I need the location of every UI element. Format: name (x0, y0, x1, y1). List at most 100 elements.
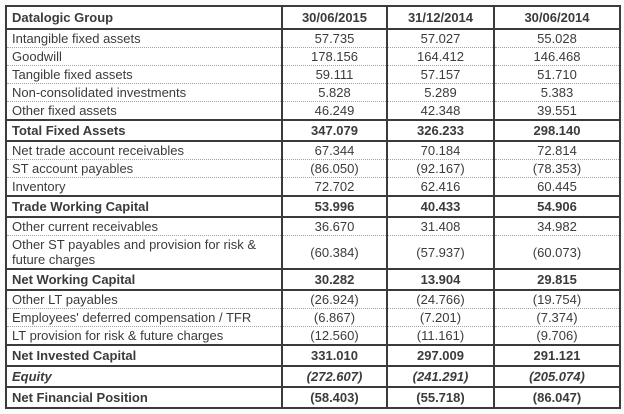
row-value: 291.121 (493, 345, 620, 366)
row-value: 62.416 (386, 177, 494, 196)
row-value: 72.702 (281, 177, 387, 196)
table-row: LT provision for risk & future charges (… (6, 326, 620, 345)
table-row: Other fixed assets 46.249 42.348 39.551 (6, 101, 620, 120)
row-value: 53.996 (281, 196, 387, 217)
row-label: Tangible fixed assets (12, 67, 133, 82)
table-row: Employees' deferred compensation / TFR (… (6, 308, 620, 327)
row-value: (55.718) (386, 387, 494, 408)
row-value: (19.754) (493, 290, 620, 309)
table-row: ST account payables (86.050) (92.167) (7… (6, 159, 620, 178)
row-value: 164.412 (386, 47, 494, 66)
row-value: (11.161) (386, 326, 494, 345)
row-label: ST account payables (12, 161, 134, 176)
header-row: Datalogic Group 30/06/2015 31/12/2014 30… (6, 6, 620, 29)
table-row: Other current receivables 36.670 31.408 … (6, 217, 620, 236)
row-value: (7.201) (386, 308, 494, 327)
row-value: 57.157 (386, 65, 494, 84)
table-row: Net trade account receivables 67.344 70.… (6, 141, 620, 160)
row-label: Total Fixed Assets (12, 123, 126, 138)
row-value: 46.249 (281, 101, 387, 120)
row-label: Intangible fixed assets (12, 31, 141, 46)
row-value: (92.167) (386, 159, 494, 178)
row-label: LT provision for risk & future charges (12, 328, 224, 343)
row-value: 34.982 (493, 217, 620, 236)
row-value: 39.551 (493, 101, 620, 120)
row-label: Other LT payables (12, 292, 118, 307)
table-row: Tangible fixed assets 59.111 57.157 51.7… (6, 65, 620, 84)
row-value: 13.904 (386, 269, 494, 290)
row-value: 5.289 (386, 83, 494, 102)
row-label: Other ST payables and provision for risk… (12, 237, 256, 267)
row-value: 297.009 (386, 345, 494, 366)
row-label: Net Invested Capital (12, 348, 137, 363)
row-value: (272.607) (281, 366, 387, 387)
row-value: (24.766) (386, 290, 494, 309)
row-value: (58.403) (281, 387, 387, 408)
table-title: Datalogic Group (12, 10, 114, 25)
row-value: 5.828 (281, 83, 387, 102)
row-value: (57.937) (386, 235, 494, 269)
row-label: Equity (12, 369, 52, 384)
row-value: 72.814 (493, 141, 620, 160)
row-label: Goodwill (12, 49, 62, 64)
row-value: 36.670 (281, 217, 387, 236)
row-value: 42.348 (386, 101, 494, 120)
row-value: 70.184 (386, 141, 494, 160)
row-value: (9.706) (493, 326, 620, 345)
row-value: 60.445 (493, 177, 620, 196)
row-value: 298.140 (493, 120, 620, 141)
table-row: Goodwill 178.156 164.412 146.468 (6, 47, 620, 66)
row-label: Trade Working Capital (12, 199, 150, 214)
row-value: 55.028 (493, 29, 620, 48)
table-row: Intangible fixed assets 57.735 57.027 55… (6, 29, 620, 48)
row-value: 5.383 (493, 83, 620, 102)
row-value: 59.111 (281, 65, 387, 84)
row-label: Net Financial Position (12, 390, 148, 405)
row-value: (60.073) (493, 235, 620, 269)
row-value: (60.384) (281, 235, 387, 269)
table-row: Equity (272.607) (241.291) (205.074) (6, 366, 620, 387)
row-label: Non-consolidated investments (12, 85, 187, 100)
row-value: 31.408 (386, 217, 494, 236)
row-value: (26.924) (281, 290, 387, 309)
row-label: Inventory (12, 179, 66, 194)
row-value: 326.233 (386, 120, 494, 141)
row-value: 146.468 (493, 47, 620, 66)
table-row: Inventory 72.702 62.416 60.445 (6, 177, 620, 196)
row-value: 54.906 (493, 196, 620, 217)
table-row: Non-consolidated investments 5.828 5.289… (6, 83, 620, 102)
row-label: Other fixed assets (12, 103, 117, 118)
row-label: Net Working Capital (12, 272, 136, 287)
column-header-31-12-2014: 31/12/2014 (386, 6, 494, 29)
column-header-30-06-2014: 30/06/2014 (493, 6, 620, 29)
table-row: Trade Working Capital 53.996 40.433 54.9… (6, 196, 620, 217)
row-value: (78.353) (493, 159, 620, 178)
table-row: Other ST payables and provision for risk… (6, 235, 620, 269)
table-body: Intangible fixed assets 57.735 57.027 55… (6, 29, 620, 408)
table-row: Total Fixed Assets 347.079 326.233 298.1… (6, 120, 620, 141)
row-value: 40.433 (386, 196, 494, 217)
row-value: (241.291) (386, 366, 494, 387)
row-value: 29.815 (493, 269, 620, 290)
row-value: 30.282 (281, 269, 387, 290)
row-value: 331.010 (281, 345, 387, 366)
row-label: Employees' deferred compensation / TFR (12, 310, 252, 325)
table-row: Net Working Capital 30.282 13.904 29.815 (6, 269, 620, 290)
table-row: Net Financial Position (58.403) (55.718)… (6, 387, 620, 408)
table-row: Other LT payables (26.924) (24.766) (19.… (6, 290, 620, 309)
row-label: Net trade account receivables (12, 143, 184, 158)
row-label: Other current receivables (12, 219, 158, 234)
row-value: 347.079 (281, 120, 387, 141)
row-value: 178.156 (281, 47, 387, 66)
row-value: 67.344 (281, 141, 387, 160)
column-header-30-06-2015: 30/06/2015 (281, 6, 387, 29)
row-value: 51.710 (493, 65, 620, 84)
row-value: 57.027 (386, 29, 494, 48)
row-value: 57.735 (281, 29, 387, 48)
row-value: (7.374) (493, 308, 620, 327)
row-value: (86.050) (281, 159, 387, 178)
row-value: (205.074) (493, 366, 620, 387)
row-value: (86.047) (493, 387, 620, 408)
row-value: (6.867) (281, 308, 387, 327)
row-value: (12.560) (281, 326, 387, 345)
